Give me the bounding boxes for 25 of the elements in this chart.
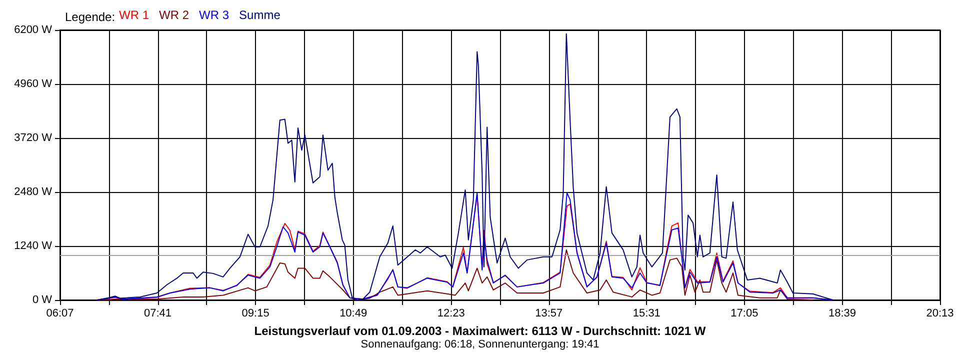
text: WR 3: [199, 8, 230, 22]
x-tick-label: 18:39: [828, 308, 856, 320]
line-series: [96, 33, 834, 300]
text: Leistungsverlauf vom 01.09.2003 - Maximalwert: 6113 W - Durchschnitt: 1021 W: [254, 324, 706, 338]
legend-title: Legende:: [65, 10, 116, 24]
text: WR 1: [119, 8, 150, 22]
x-tick-label: 06:07: [46, 308, 74, 320]
y-tick-label: 1240 W: [14, 240, 53, 252]
text: WR 2: [159, 8, 190, 22]
y-tick-label: 3720 W: [14, 132, 53, 144]
y-tick-label: 4960 W: [14, 78, 53, 90]
x-tick-label: 20:13: [926, 308, 954, 320]
x-tick-label: 12:23: [437, 308, 465, 320]
y-tick-label: 6200 W: [14, 24, 53, 36]
x-tick-label: 09:15: [242, 308, 270, 320]
x-tick-label: 13:57: [535, 308, 563, 320]
line-series: [96, 249, 814, 300]
y-tick-label: 2480 W: [14, 186, 53, 198]
text: Summe: [239, 8, 281, 22]
x-tick-label: 17:05: [730, 308, 758, 320]
text: Sonnenaufgang: 06:18, Sonnenuntergang: 19:41: [360, 338, 600, 350]
x-tick-label: 07:41: [144, 308, 172, 320]
x-tick-label: 10:49: [340, 308, 368, 320]
x-tick-label: 15:31: [632, 308, 660, 320]
y-tick-label: 0 W: [32, 294, 53, 306]
